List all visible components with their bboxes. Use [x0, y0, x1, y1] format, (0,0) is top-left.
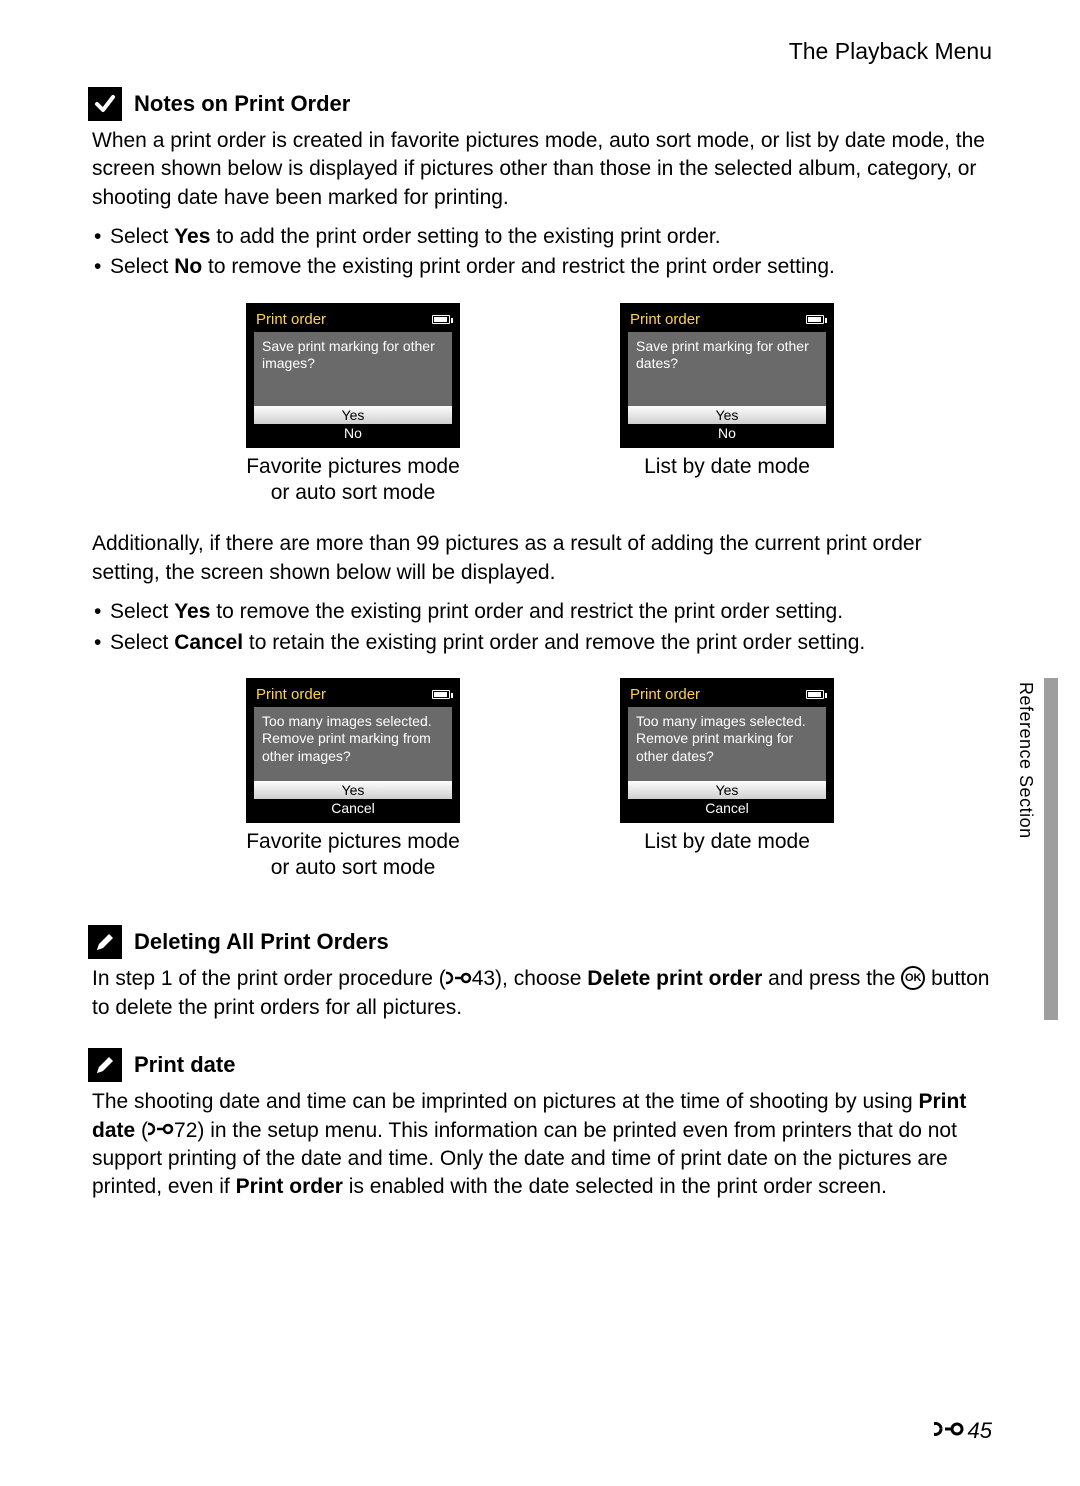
camera-screen: Print order Save print marking for other… [246, 303, 460, 448]
screen-title: Print order [630, 686, 700, 703]
bullet-list-1: Select Yes to add the print order settin… [88, 222, 992, 283]
page-footer: 45 [934, 1418, 992, 1444]
screen-caption: List by date mode [620, 454, 834, 480]
check-icon [88, 87, 122, 121]
screen-caption: Favorite pictures mode [246, 454, 460, 480]
screen-title: Print order [630, 311, 700, 328]
reference-icon [148, 1121, 174, 1137]
sidebar-label: Reference Section [1015, 682, 1036, 839]
reference-icon [934, 1420, 964, 1438]
battery-icon [806, 690, 824, 699]
bullet-item: Select Yes to remove the existing print … [92, 597, 992, 627]
pencil-icon [88, 925, 122, 959]
camera-screen: Print order Too many images selected. Re… [620, 678, 834, 823]
ok-button-icon: OK [901, 966, 925, 990]
body-text: Additionally, if there are more than 99 … [92, 530, 992, 587]
screen-title: Print order [256, 311, 326, 328]
printdate-text: The shooting date and time can be imprin… [92, 1088, 992, 1201]
intro-text: When a print order is created in favorit… [92, 127, 992, 212]
section-title: Notes on Print Order [134, 91, 350, 117]
screen-option-yes: Yes [628, 406, 826, 424]
screen-body: Too many images selected. Remove print m… [628, 707, 826, 781]
reference-icon [446, 970, 472, 986]
deleting-text: In step 1 of the print order procedure (… [92, 965, 992, 1022]
screen-caption: or auto sort mode [246, 480, 460, 506]
screen-option-no: No [254, 424, 452, 442]
printdate-heading: Print date [88, 1048, 992, 1082]
screen-option-yes: Yes [628, 781, 826, 799]
bullet-item: Select No to remove the existing print o… [92, 252, 992, 282]
screen-option-no: No [628, 424, 826, 442]
deleting-heading: Deleting All Print Orders [88, 925, 992, 959]
bullet-item: Select Cancel to retain the existing pri… [92, 628, 992, 658]
screen-caption: or auto sort mode [246, 855, 460, 881]
screen-option-cancel: Cancel [254, 799, 452, 817]
section-title: Deleting All Print Orders [134, 929, 389, 955]
screen-caption: List by date mode [620, 829, 834, 855]
battery-icon [806, 315, 824, 324]
screen-option-yes: Yes [254, 781, 452, 799]
page-number: 45 [968, 1418, 992, 1444]
battery-icon [432, 690, 450, 699]
screen-body: Too many images selected. Remove print m… [254, 707, 452, 781]
camera-screen: Print order Too many images selected. Re… [246, 678, 460, 823]
page-header: The Playback Menu [88, 38, 992, 65]
camera-screen: Print order Save print marking for other… [620, 303, 834, 448]
screen-body: Save print marking for other images? [254, 332, 452, 406]
screen-title: Print order [256, 686, 326, 703]
screens-row-2: Print order Too many images selected. Re… [88, 678, 992, 882]
screen-option-yes: Yes [254, 406, 452, 424]
screen-body: Save print marking for other dates? [628, 332, 826, 406]
battery-icon [432, 315, 450, 324]
sidebar-bar [1044, 678, 1058, 1020]
reference-section-tab: Reference Section [1002, 678, 1058, 1020]
screen-caption: Favorite pictures mode [246, 829, 460, 855]
screen-option-cancel: Cancel [628, 799, 826, 817]
screens-row-1: Print order Save print marking for other… [88, 303, 992, 507]
bullet-item: Select Yes to add the print order settin… [92, 222, 992, 252]
notes-heading: Notes on Print Order [88, 87, 992, 121]
section-title: Print date [134, 1052, 235, 1078]
bullet-list-2: Select Yes to remove the existing print … [88, 597, 992, 658]
pencil-icon [88, 1048, 122, 1082]
